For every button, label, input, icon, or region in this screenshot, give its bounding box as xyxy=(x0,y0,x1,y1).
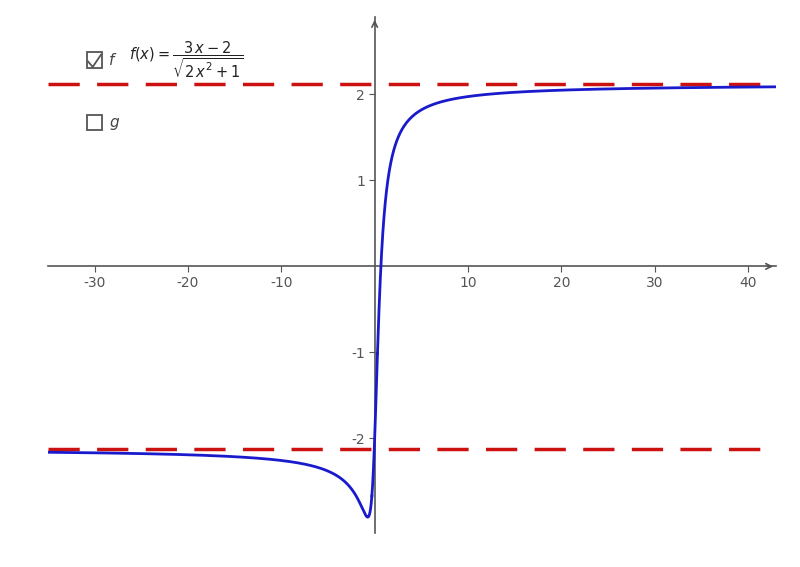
Bar xyxy=(86,52,102,67)
Text: f: f xyxy=(110,53,114,67)
Text: $f(x) = \dfrac{3\,x-2}{\sqrt{2\,x^2+1}}$: $f(x) = \dfrac{3\,x-2}{\sqrt{2\,x^2+1}}$ xyxy=(130,40,244,80)
Text: g: g xyxy=(110,115,119,130)
Bar xyxy=(86,115,102,130)
